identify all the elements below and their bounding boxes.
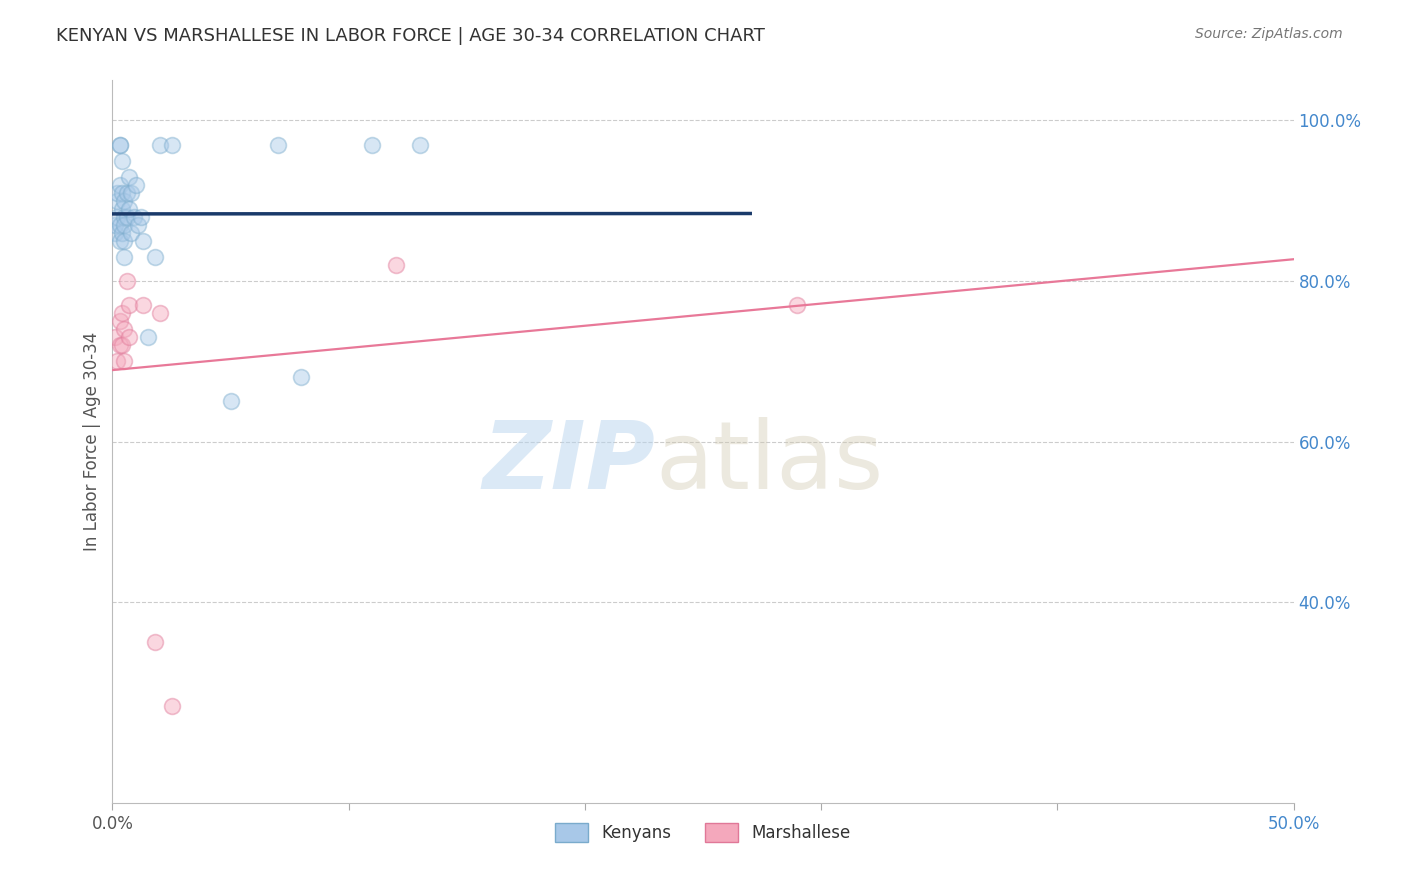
Point: [111, 226, 134, 240]
Point: [104, 330, 127, 344]
Point: [112, 354, 135, 368]
Text: Source: ZipAtlas.com: Source: ZipAtlas.com: [1195, 27, 1343, 41]
Point: [108, 137, 131, 152]
Point: [111, 202, 134, 216]
Point: [112, 210, 135, 224]
Point: [118, 202, 141, 216]
Point: [132, 298, 155, 312]
Point: [786, 298, 808, 312]
Point: [112, 194, 135, 208]
Text: atlas: atlas: [655, 417, 884, 509]
Point: [108, 234, 131, 248]
Point: [108, 178, 131, 192]
Point: [105, 210, 128, 224]
Point: [149, 137, 172, 152]
Point: [118, 298, 141, 312]
Point: [115, 186, 138, 200]
Point: [108, 137, 131, 152]
Point: [136, 330, 159, 344]
Point: [111, 338, 134, 352]
Point: [267, 137, 290, 152]
Point: [105, 186, 128, 200]
Point: [122, 210, 145, 224]
Point: [290, 370, 312, 384]
Point: [132, 234, 155, 248]
Point: [143, 250, 166, 264]
Point: [111, 186, 134, 200]
Point: [118, 330, 141, 344]
Point: [112, 218, 135, 232]
Point: [112, 322, 135, 336]
Point: [143, 635, 166, 649]
Point: [112, 250, 135, 264]
Point: [105, 194, 128, 208]
Point: [120, 226, 142, 240]
Point: [118, 169, 141, 184]
Point: [105, 354, 128, 368]
Point: [149, 306, 172, 320]
Point: [219, 394, 242, 409]
Text: KENYAN VS MARSHALLESE IN LABOR FORCE | AGE 30-34 CORRELATION CHART: KENYAN VS MARSHALLESE IN LABOR FORCE | A…: [56, 27, 765, 45]
Point: [104, 218, 127, 232]
Point: [408, 137, 430, 152]
Point: [108, 218, 131, 232]
Point: [115, 274, 138, 288]
Point: [125, 178, 148, 192]
Y-axis label: In Labor Force | Age 30-34: In Labor Force | Age 30-34: [83, 332, 101, 551]
Point: [112, 234, 135, 248]
Point: [111, 153, 134, 168]
Point: [120, 186, 142, 200]
Text: ZIP: ZIP: [482, 417, 655, 509]
Point: [104, 226, 127, 240]
Point: [361, 137, 384, 152]
Point: [108, 338, 131, 352]
Point: [127, 218, 149, 232]
Point: [385, 258, 408, 272]
Point: [111, 306, 134, 320]
Point: [108, 314, 131, 328]
Point: [129, 210, 152, 224]
Point: [160, 137, 183, 152]
Legend: Kenyans, Marshallese: Kenyans, Marshallese: [548, 816, 858, 848]
Point: [160, 699, 183, 714]
Point: [115, 210, 138, 224]
